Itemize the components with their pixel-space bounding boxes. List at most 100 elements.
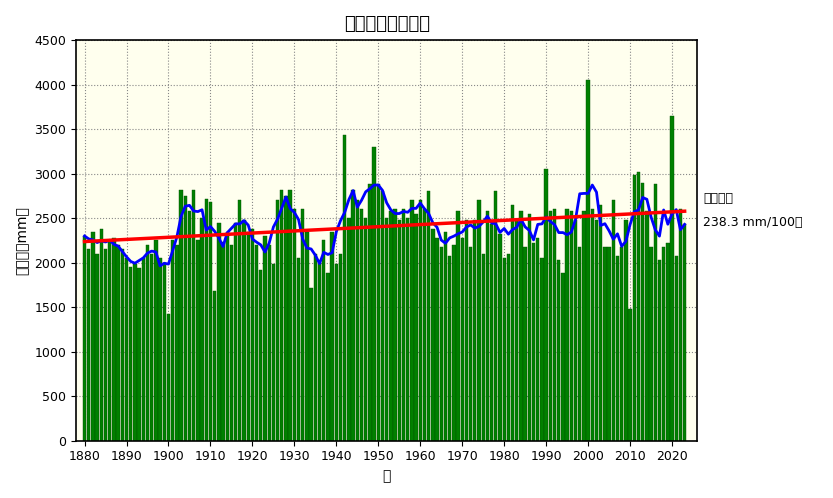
Bar: [356, 200, 359, 441]
Bar: [469, 247, 472, 441]
Bar: [192, 190, 195, 441]
Bar: [251, 229, 254, 441]
Bar: [259, 270, 262, 441]
Bar: [561, 273, 565, 441]
Bar: [154, 241, 157, 441]
Bar: [142, 258, 145, 441]
Bar: [397, 220, 401, 441]
Bar: [402, 209, 405, 441]
Bar: [360, 209, 363, 441]
Bar: [620, 247, 623, 441]
Bar: [452, 245, 456, 441]
Bar: [146, 245, 149, 441]
Bar: [591, 209, 594, 441]
Bar: [418, 200, 422, 441]
Bar: [427, 191, 431, 441]
Bar: [322, 241, 326, 441]
Bar: [133, 264, 137, 441]
Bar: [335, 264, 338, 441]
Bar: [527, 214, 531, 441]
Bar: [96, 254, 99, 441]
Bar: [104, 249, 107, 441]
Bar: [234, 223, 237, 441]
Bar: [179, 190, 182, 441]
Bar: [532, 243, 536, 441]
Bar: [523, 247, 526, 441]
Bar: [112, 238, 116, 441]
Bar: [603, 247, 606, 441]
Bar: [566, 209, 569, 441]
Bar: [276, 200, 279, 441]
Bar: [431, 229, 435, 441]
Bar: [267, 245, 271, 441]
Bar: [92, 232, 95, 441]
Bar: [498, 234, 501, 441]
Bar: [305, 232, 309, 441]
Bar: [636, 172, 640, 441]
Bar: [506, 254, 510, 441]
Bar: [347, 218, 351, 441]
Bar: [553, 209, 556, 441]
Bar: [662, 247, 666, 441]
Bar: [582, 211, 586, 441]
Bar: [117, 245, 120, 441]
Bar: [410, 200, 413, 441]
Title: 鹿児島の年降水量: 鹿児島の年降水量: [344, 15, 430, 33]
Bar: [162, 262, 166, 441]
Bar: [238, 200, 242, 441]
Bar: [611, 200, 615, 441]
Bar: [658, 260, 661, 441]
Bar: [310, 288, 313, 441]
Bar: [150, 254, 153, 441]
Bar: [444, 232, 447, 441]
Bar: [393, 209, 397, 441]
Bar: [586, 80, 590, 441]
Bar: [381, 191, 384, 441]
Bar: [137, 268, 141, 441]
Bar: [280, 190, 283, 441]
Bar: [263, 236, 267, 441]
Bar: [557, 260, 561, 441]
Bar: [545, 169, 548, 441]
Bar: [175, 245, 178, 441]
Bar: [158, 258, 162, 441]
Bar: [578, 247, 581, 441]
Bar: [82, 236, 87, 441]
Bar: [414, 214, 417, 441]
Bar: [377, 184, 380, 441]
Bar: [519, 211, 522, 441]
Bar: [406, 218, 409, 441]
Bar: [616, 255, 619, 441]
Bar: [536, 238, 540, 441]
Bar: [129, 267, 132, 441]
Bar: [284, 196, 287, 441]
Bar: [318, 262, 322, 441]
Bar: [515, 220, 518, 441]
Bar: [641, 183, 645, 441]
Bar: [675, 255, 678, 441]
Bar: [297, 258, 300, 441]
Bar: [440, 247, 443, 441]
Bar: [632, 175, 636, 441]
Bar: [456, 211, 460, 441]
Bar: [666, 243, 670, 441]
Bar: [201, 218, 204, 441]
Bar: [628, 309, 631, 441]
Bar: [481, 254, 485, 441]
Bar: [570, 211, 573, 441]
Bar: [490, 225, 493, 441]
Bar: [352, 190, 355, 441]
Bar: [167, 314, 170, 441]
Bar: [502, 258, 506, 441]
Bar: [494, 191, 497, 441]
Bar: [87, 249, 91, 441]
Bar: [272, 264, 275, 441]
Bar: [679, 209, 682, 441]
Bar: [171, 241, 174, 441]
Bar: [121, 249, 124, 441]
Bar: [183, 196, 187, 441]
Bar: [541, 258, 544, 441]
Bar: [448, 255, 451, 441]
Bar: [574, 220, 577, 441]
Bar: [226, 232, 229, 441]
